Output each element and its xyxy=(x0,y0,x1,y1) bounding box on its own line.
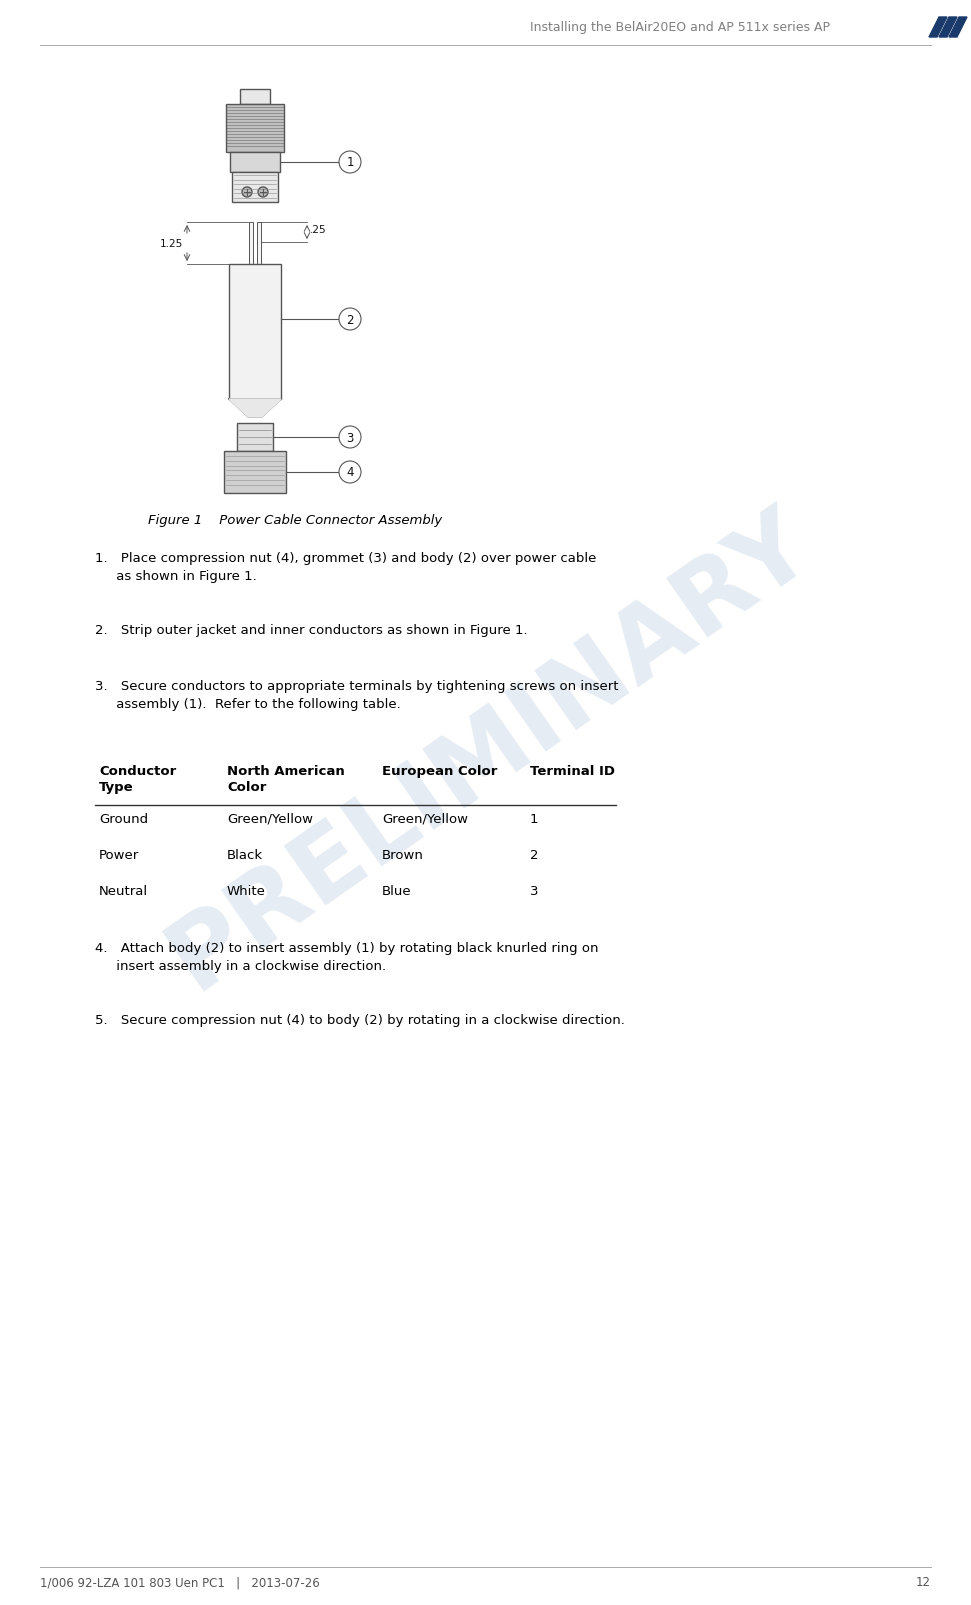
Text: Ground: Ground xyxy=(99,812,149,825)
Polygon shape xyxy=(929,18,947,39)
Text: Power: Power xyxy=(99,849,139,862)
Polygon shape xyxy=(229,400,281,417)
Text: Brown: Brown xyxy=(382,849,424,862)
Text: 1.25: 1.25 xyxy=(160,239,183,249)
Text: Terminal ID: Terminal ID xyxy=(530,764,615,777)
Bar xyxy=(237,424,273,451)
Bar xyxy=(229,265,281,400)
Polygon shape xyxy=(939,18,957,39)
Text: 2: 2 xyxy=(347,313,353,326)
Text: European Color: European Color xyxy=(382,764,497,777)
Text: 1: 1 xyxy=(347,156,353,170)
Circle shape xyxy=(258,188,268,197)
Bar xyxy=(224,451,286,494)
Text: 1. Place compression nut (4), grommet (3) and body (2) over power cable
     as : 1. Place compression nut (4), grommet (3… xyxy=(95,552,596,583)
Text: North American
Color: North American Color xyxy=(227,764,345,793)
Bar xyxy=(240,90,270,104)
Text: Black: Black xyxy=(227,849,263,862)
Text: 4: 4 xyxy=(347,465,353,480)
Bar xyxy=(230,152,280,173)
Text: 2. Strip outer jacket and inner conductors as shown in Figure 1.: 2. Strip outer jacket and inner conducto… xyxy=(95,624,527,637)
Text: Neutral: Neutral xyxy=(99,884,149,897)
Bar xyxy=(232,173,278,202)
Text: 3. Secure conductors to appropriate terminals by tightening screws on insert
   : 3. Secure conductors to appropriate term… xyxy=(95,679,619,711)
Text: Figure 1    Power Cable Connector Assembly: Figure 1 Power Cable Connector Assembly xyxy=(148,514,442,526)
Text: Green/Yellow: Green/Yellow xyxy=(382,812,468,825)
Text: .25: .25 xyxy=(310,225,326,234)
Text: 1: 1 xyxy=(530,812,539,825)
Text: 2: 2 xyxy=(530,849,539,862)
Text: 4. Attach body (2) to insert assembly (1) by rotating black knurled ring on
    : 4. Attach body (2) to insert assembly (1… xyxy=(95,942,598,973)
Circle shape xyxy=(242,188,252,197)
Bar xyxy=(257,223,261,265)
Text: 1/006 92-LZA 101 803 Uen PC1   |   2013-07-26: 1/006 92-LZA 101 803 Uen PC1 | 2013-07-2… xyxy=(40,1576,319,1589)
Text: Blue: Blue xyxy=(382,884,412,897)
Bar xyxy=(249,223,253,265)
Text: 3: 3 xyxy=(347,432,353,445)
Text: PRELIMINARY: PRELIMINARY xyxy=(151,491,829,1008)
Polygon shape xyxy=(949,18,967,39)
Text: White: White xyxy=(227,884,266,897)
Text: 12: 12 xyxy=(916,1576,931,1589)
Text: Conductor
Type: Conductor Type xyxy=(99,764,177,793)
Text: 3: 3 xyxy=(530,884,539,897)
Text: Installing the BelAir20EO and AP 511x series AP: Installing the BelAir20EO and AP 511x se… xyxy=(530,21,830,34)
Text: 5. Secure compression nut (4) to body (2) by rotating in a clockwise direction.: 5. Secure compression nut (4) to body (2… xyxy=(95,1013,625,1026)
Text: Green/Yellow: Green/Yellow xyxy=(227,812,313,825)
Bar xyxy=(226,104,284,152)
